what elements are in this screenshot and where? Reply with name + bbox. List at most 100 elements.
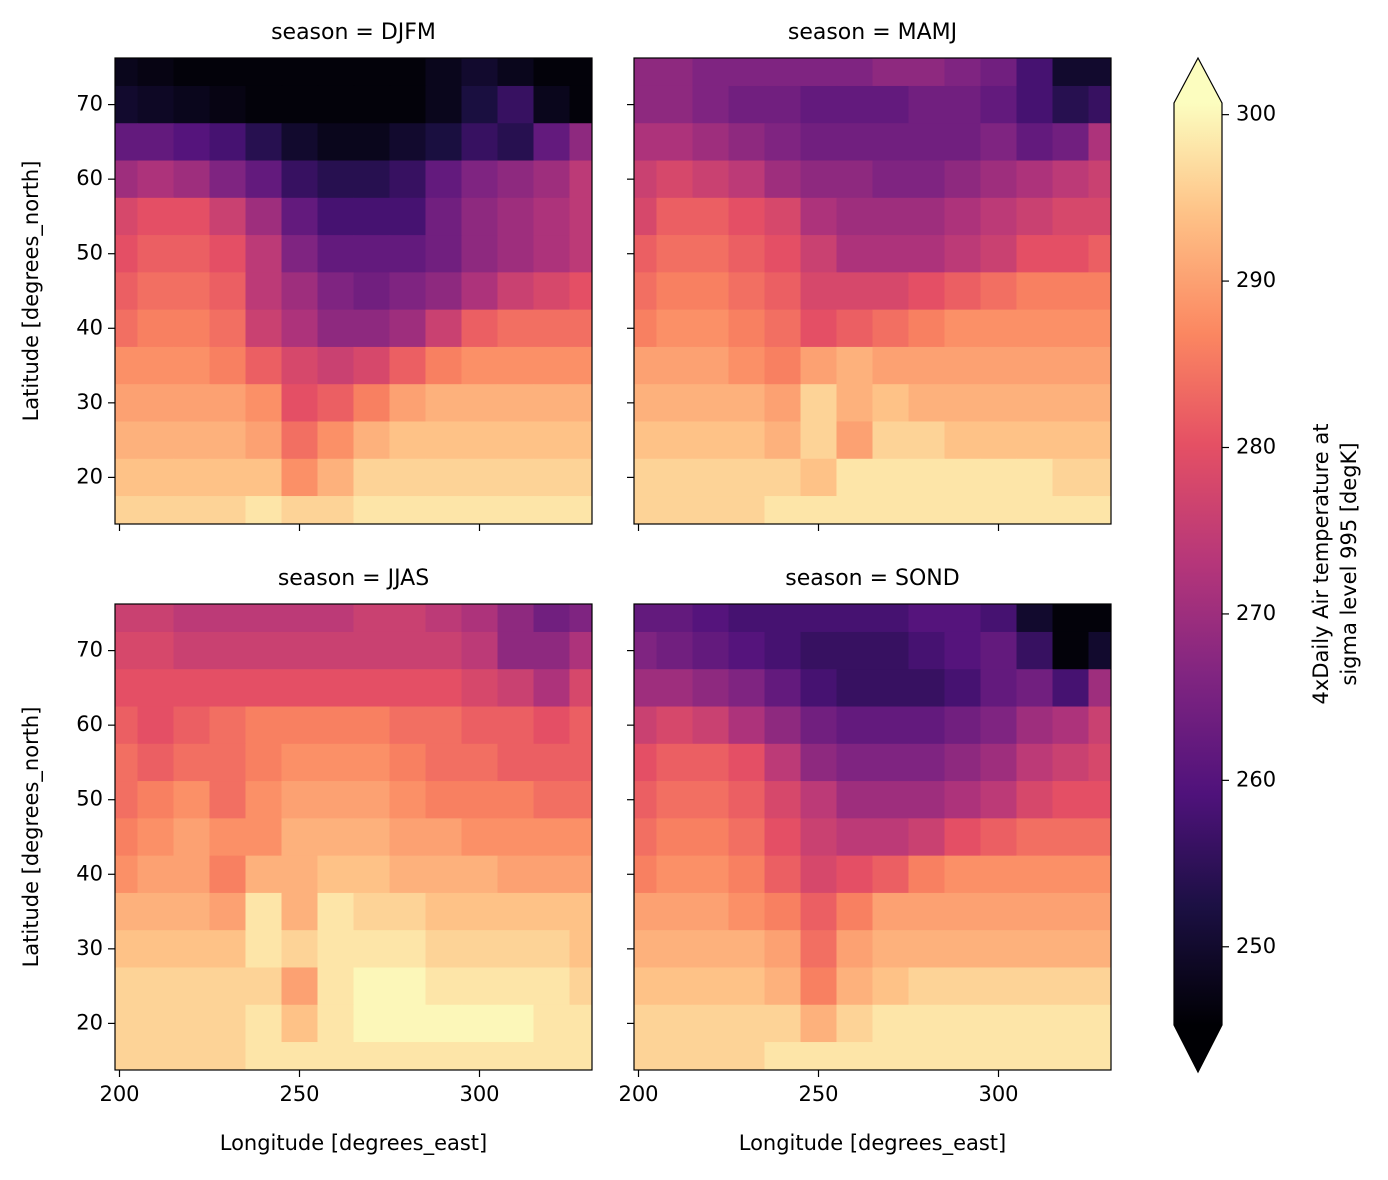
heatmap-cell (634, 631, 658, 670)
heatmap-cell (634, 669, 658, 708)
heatmap-cell (425, 669, 463, 708)
heatmap-cell (115, 197, 139, 236)
heatmap-cell (836, 309, 874, 348)
heatmap-cell (944, 669, 982, 708)
heatmap-cell (836, 160, 874, 199)
heatmap-cell (425, 384, 463, 423)
heatmap-cell (245, 160, 283, 199)
heatmap-cell (281, 631, 319, 670)
heatmap-cell (353, 743, 391, 782)
heatmap-cell (872, 631, 910, 670)
heatmap-cell (728, 669, 766, 708)
heatmap-cell (1052, 855, 1090, 894)
heatmap-cell (1088, 160, 1111, 199)
heatmap-cell (1088, 743, 1111, 782)
heatmap-cell (533, 346, 571, 385)
heatmap-cell (461, 458, 499, 497)
heatmap-cell (1088, 967, 1111, 1006)
heatmap-cell (980, 818, 1018, 857)
heatmap-cell (1052, 818, 1090, 857)
heatmap-cell (728, 1004, 766, 1043)
heatmap-cell (317, 1004, 355, 1043)
heatmap-cell (461, 384, 499, 423)
heatmap-cell (1088, 892, 1111, 931)
heatmap-cell (425, 781, 463, 819)
heatmap-cell (209, 743, 247, 782)
colorbar-tick-label: 250 (1236, 934, 1276, 958)
heatmap-cell (872, 197, 910, 236)
heatmap-cell (728, 123, 766, 162)
y-tick-label: 40 (76, 315, 103, 339)
heatmap-cell (569, 160, 592, 199)
heatmap-cell (245, 604, 283, 633)
heatmap-cell (1052, 235, 1090, 273)
heatmap-cell (281, 384, 319, 423)
heatmap-cell (944, 160, 982, 199)
heatmap-cell (209, 58, 247, 87)
heatmap-cell (353, 123, 391, 162)
heatmap-cell (317, 930, 355, 969)
heatmap-cell (634, 384, 658, 423)
heatmap-cell (728, 496, 766, 524)
heatmap-cell (173, 1004, 211, 1043)
heatmap-cell (461, 892, 499, 931)
heatmap-cell (1016, 160, 1054, 199)
heatmap-cell (634, 892, 658, 931)
heatmap-cell (389, 818, 427, 857)
heatmap-cell (1052, 669, 1090, 708)
heatmap-cell (281, 160, 319, 199)
heatmap-cell (656, 669, 694, 708)
heatmap-cell (425, 458, 463, 497)
heatmap-cell (1052, 160, 1090, 199)
heatmap-cell (728, 458, 766, 497)
heatmap-cell (317, 160, 355, 199)
heatmap-cell (634, 421, 658, 460)
heatmap-cell (908, 85, 946, 124)
heatmap-cell (800, 235, 838, 273)
heatmap-cell (245, 781, 283, 819)
heatmap-cell (908, 346, 946, 385)
heatmap-cell (425, 235, 463, 273)
panel-title: season = JJAS (278, 566, 429, 591)
heatmap-cell (1016, 1004, 1054, 1043)
heatmap-cell (461, 781, 499, 819)
heatmap-cell (1052, 496, 1090, 524)
heatmap-cell (836, 669, 874, 708)
heatmap-cell (836, 496, 874, 524)
heatmap-cell (173, 421, 211, 460)
heatmap-cell (115, 272, 139, 311)
heatmap-cell (980, 604, 1018, 633)
heatmap-cell (569, 669, 592, 708)
heatmap-cell (569, 855, 592, 894)
heatmap-cell (317, 781, 355, 819)
heatmap-cell (944, 967, 982, 1006)
axes-frame (114, 57, 593, 525)
heatmap-cell (872, 309, 910, 348)
heatmap-cell (764, 930, 802, 969)
heatmap-cell (137, 346, 175, 385)
heatmap-cell (245, 743, 283, 782)
heatmap-cell (836, 781, 874, 819)
heatmap-cell (317, 458, 355, 497)
heatmap-cell (800, 743, 838, 782)
heatmap-cell (944, 197, 982, 236)
heatmap-cell (764, 818, 802, 857)
panel-title: season = DJFM (271, 20, 436, 45)
heatmap-cell (317, 346, 355, 385)
heatmap-cell (1088, 818, 1111, 857)
heatmap-cell (209, 272, 247, 311)
heatmap-cell (497, 855, 535, 894)
heatmap-cell (836, 346, 874, 385)
heatmap-cell (656, 458, 694, 497)
heatmap-cell (728, 346, 766, 385)
heatmap-cell (137, 743, 175, 782)
y-tick-label: 60 (76, 712, 103, 736)
heatmap-cell (115, 235, 139, 273)
heatmap-cell (115, 604, 139, 633)
heatmap-cell (908, 855, 946, 894)
heatmap-cell (173, 781, 211, 819)
heatmap-cell (425, 58, 463, 87)
heatmap-cell (173, 818, 211, 857)
heatmap-cell (1016, 384, 1054, 423)
